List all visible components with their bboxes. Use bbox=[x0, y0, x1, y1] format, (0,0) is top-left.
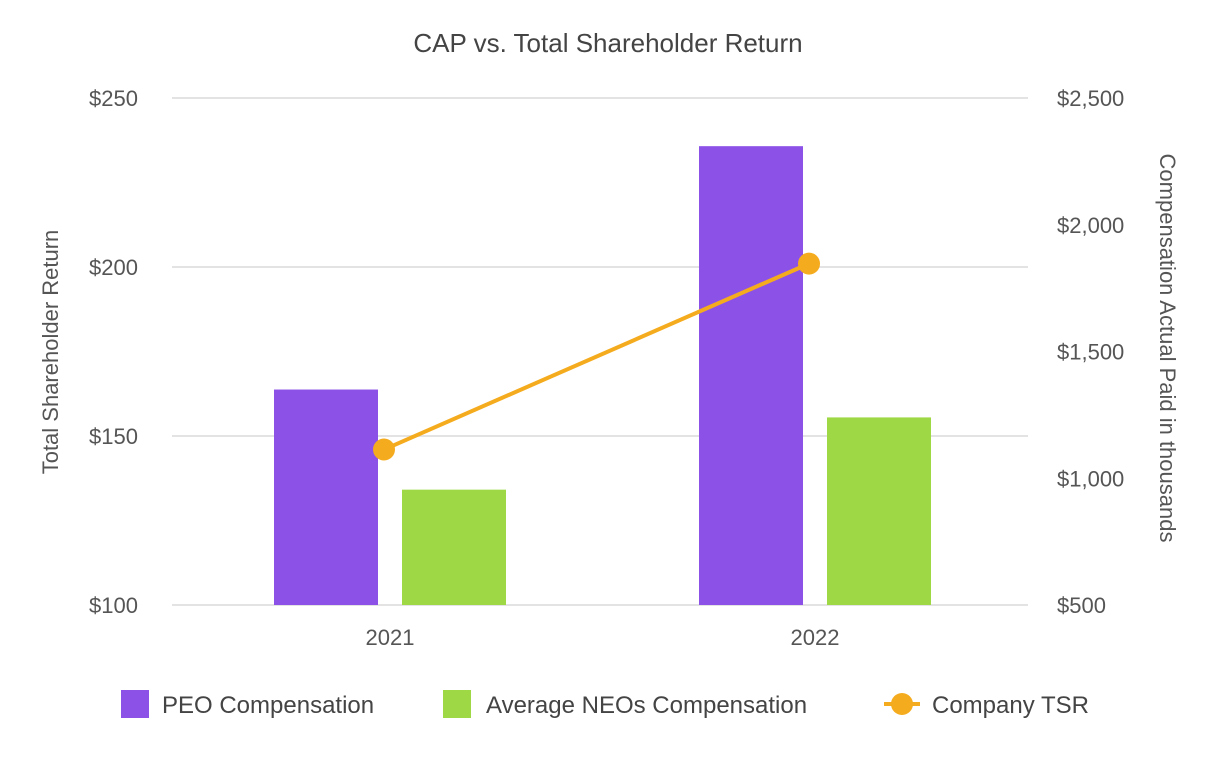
bar-peo-compensation-2021 bbox=[274, 389, 378, 605]
x-axis-labels: 2021 2022 bbox=[366, 625, 840, 650]
bar-peo-compensation-2022 bbox=[699, 146, 803, 606]
right-tick-2500: $2,500 bbox=[1057, 86, 1124, 111]
left-tick-100: $100 bbox=[89, 593, 138, 618]
right-axis-ticks: $500 $1,000 $1,500 $2,000 $2,500 bbox=[1057, 86, 1124, 618]
right-tick-500: $500 bbox=[1057, 593, 1106, 618]
tsr-point-2021 bbox=[373, 438, 395, 461]
bar-average-neos-compensation-2021 bbox=[402, 489, 506, 605]
legend-label-neo: Average NEOs Compensation bbox=[486, 692, 807, 719]
tsr-point-2022 bbox=[798, 252, 820, 275]
bar-average-neos-compensation-2022 bbox=[827, 417, 931, 605]
tsr-line-path bbox=[383, 261, 810, 452]
left-axis-ticks: $100 $150 $200 $250 bbox=[89, 86, 138, 618]
legend-label-tsr: Company TSR bbox=[932, 692, 1089, 719]
legend-label-peo: PEO Compensation bbox=[162, 692, 374, 719]
x-label-2021: 2021 bbox=[366, 625, 415, 650]
left-tick-150: $150 bbox=[89, 424, 138, 449]
left-tick-250: $250 bbox=[89, 86, 138, 111]
right-tick-1500: $1,500 bbox=[1057, 340, 1124, 365]
tsr-line bbox=[373, 252, 820, 461]
right-axis-title: Compensation Actual Paid in thousands bbox=[1155, 154, 1180, 543]
right-tick-1000: $1,000 bbox=[1057, 466, 1124, 491]
right-tick-2000: $2,000 bbox=[1057, 213, 1124, 238]
left-axis-title: Total Shareholder Return bbox=[38, 230, 63, 475]
left-tick-200: $200 bbox=[89, 255, 138, 280]
x-label-2022: 2022 bbox=[791, 625, 840, 650]
legend: PEO Compensation Average NEOs Compensati… bbox=[121, 690, 1089, 719]
bars bbox=[274, 146, 931, 606]
legend-swatch-neo bbox=[443, 690, 471, 718]
legend-marker-tsr bbox=[891, 693, 913, 715]
chart-title: CAP vs. Total Shareholder Return bbox=[413, 28, 802, 58]
legend-swatch-peo bbox=[121, 690, 149, 718]
